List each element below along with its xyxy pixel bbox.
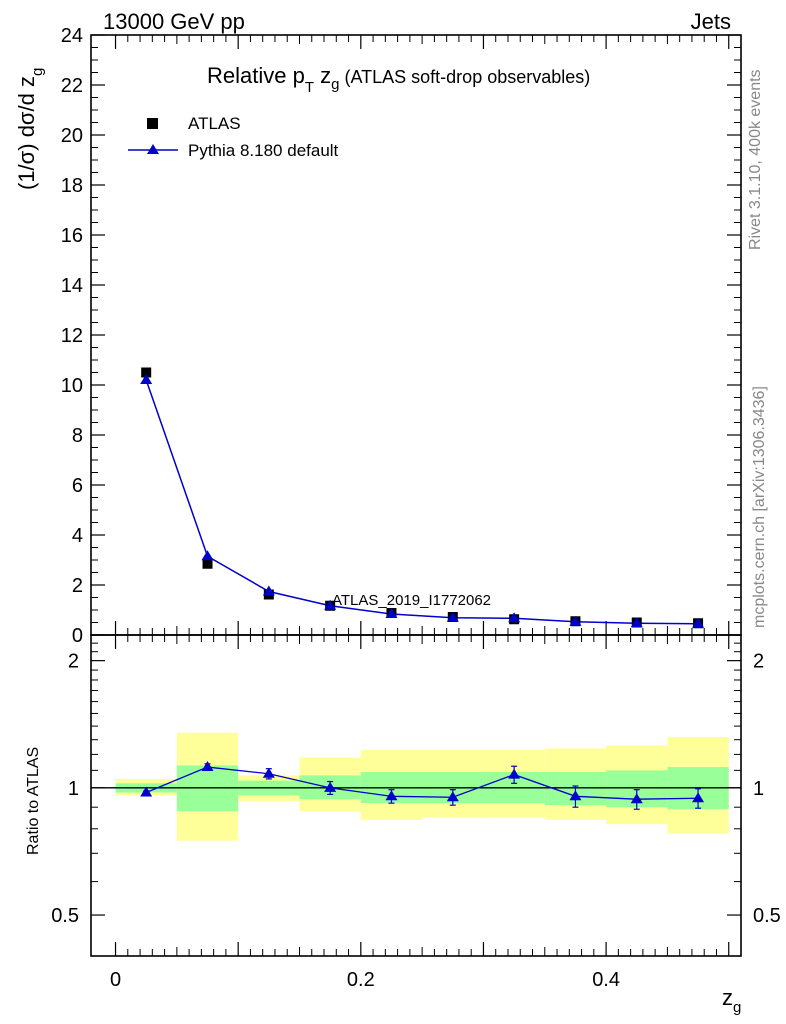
atlas-point: [202, 558, 213, 569]
ratio-y-tick-label-right: 2: [753, 651, 764, 673]
ratio-pythia-point: [201, 761, 214, 772]
x-tick-label: 0.4: [592, 969, 620, 991]
ratio-pythia-point: [324, 781, 337, 792]
ratio-y-tick-label-right: 0.5: [753, 905, 781, 927]
ratio-pythia-point: [508, 768, 521, 779]
x-tick-label: 0.2: [347, 969, 375, 991]
pythia-line: [145, 379, 699, 625]
analysis-label: ATLAS_2019_I1772062: [332, 592, 491, 609]
pythia-point: [630, 617, 643, 628]
legend-label-atlas: ATLAS: [188, 114, 241, 133]
ratio-pythia-point: [569, 790, 582, 801]
rivet-label: Rivet 3.1.10, 400k events: [747, 69, 764, 250]
chart-title: Relative pT zg (ATLAS soft-drop observab…: [207, 63, 590, 96]
ratio-series-layer: [140, 761, 705, 810]
ratio-bands-layer: [115, 732, 729, 841]
pythia-point: [385, 608, 398, 618]
legend-marker-atlas: [147, 118, 158, 129]
main-y-tick-label: 14: [61, 275, 83, 297]
x-axis-label: zg: [722, 985, 741, 1016]
atlas-point: [141, 367, 152, 378]
pythia-point: [262, 585, 275, 596]
ratio-pythia-point: [446, 791, 459, 802]
pythia-point: [324, 599, 337, 610]
x-tick-label: 0: [110, 969, 121, 991]
ratio-y-tick-label-right: 1: [753, 778, 764, 800]
main-y-tick-label: 24: [61, 25, 83, 47]
main-y-tick-label: 10: [61, 375, 83, 397]
ratio-y-tick-label: 0.5: [51, 905, 79, 927]
legend-marker-pythia: [147, 144, 159, 154]
main-y-axis-label: (1/σ) dσ/d zg: [14, 68, 46, 190]
main-y-tick-label: 22: [61, 75, 83, 97]
ratio-panel: 0 0.2 0.4 0.5 0.5 1 1 2 2 Ratio to ATLAS zg: [25, 634, 781, 1016]
ratio-pythia-point: [262, 767, 275, 778]
ratio-pythia-line: [145, 766, 699, 800]
pythia-point: [140, 374, 153, 384]
legend: ATLAS Pythia 8.180 default: [128, 114, 339, 160]
ratio-pythia-point: [692, 792, 705, 803]
ratio-pythia-point: [140, 786, 153, 797]
pythia-point: [692, 617, 705, 628]
mcplots-label: mcplots.cern.ch [arXiv:1306.3436]: [751, 386, 768, 628]
ratio-frame: [90, 634, 742, 957]
ratio-y-axis-label: Ratio to ATLAS: [25, 747, 42, 855]
ratio-pythia-point: [630, 793, 643, 804]
legend-label-pythia: Pythia 8.180 default: [188, 141, 339, 160]
main-y-tick-label: 8: [72, 425, 83, 447]
pythia-point: [446, 611, 459, 622]
main-y-tick-label: 4: [72, 525, 83, 547]
main-y-tick-label: 12: [61, 325, 83, 347]
pythia-point: [201, 550, 214, 561]
ratio-y-tick-label: 2: [68, 651, 79, 673]
main-y-tick-label: 2: [72, 575, 83, 597]
pythia-point: [569, 615, 582, 626]
category-label: Jets: [691, 9, 731, 34]
main-series-layer: [140, 367, 705, 629]
ratio-pythia-point: [385, 790, 398, 801]
main-y-tick-label: 0: [72, 625, 83, 647]
main-y-tick-label: 18: [61, 175, 83, 197]
main-y-tick-label: 20: [61, 125, 83, 147]
pythia-point: [508, 612, 521, 623]
energy-label: 13000 GeV pp: [103, 9, 245, 34]
ratio-y-tick-label: 1: [68, 778, 79, 800]
main-y-tick-label: 16: [61, 225, 83, 247]
main-y-tick-label: 6: [72, 475, 83, 497]
